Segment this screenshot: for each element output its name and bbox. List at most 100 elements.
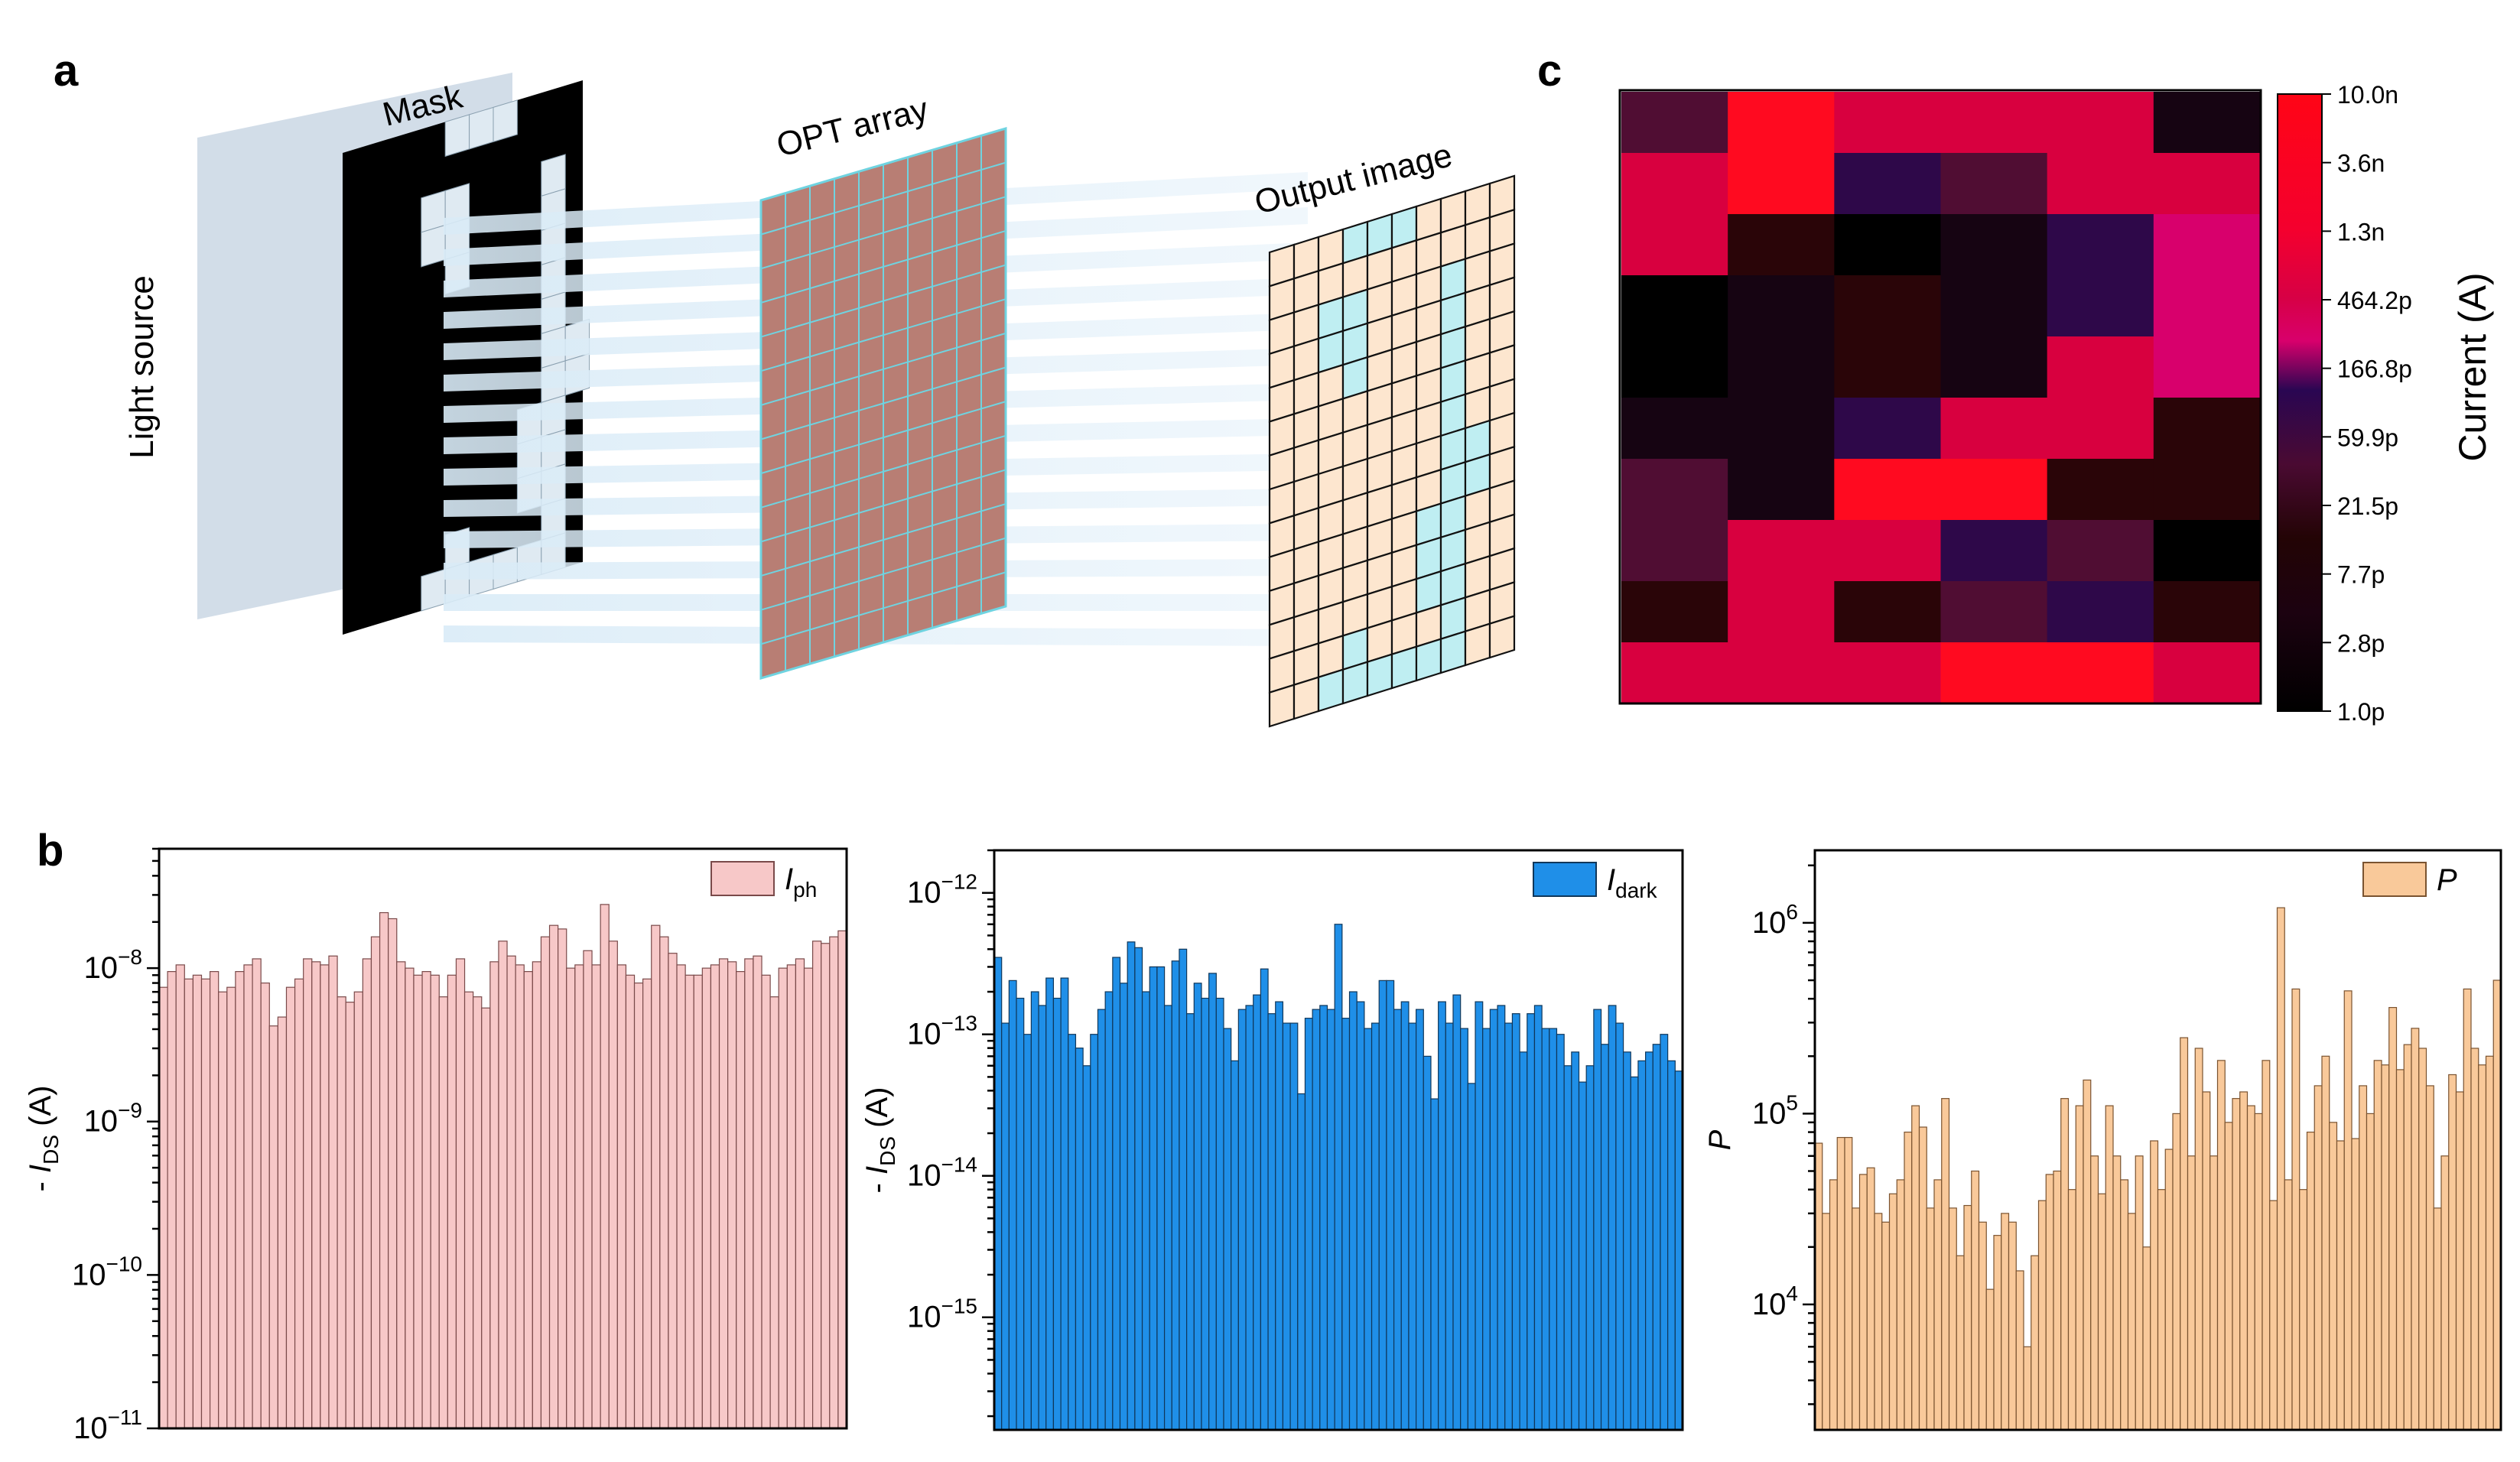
bar bbox=[2031, 1255, 2040, 1431]
output-pixel bbox=[1439, 630, 1467, 674]
heatmap-cell bbox=[2153, 153, 2261, 215]
bar bbox=[1556, 1034, 1565, 1431]
bar bbox=[2097, 1193, 2106, 1431]
bar bbox=[769, 996, 779, 1429]
colorbar-tick-label: 59.9p bbox=[2337, 424, 2398, 451]
bar bbox=[1134, 947, 1143, 1431]
bar bbox=[481, 1007, 491, 1429]
bar bbox=[473, 996, 483, 1429]
mask-slot bbox=[469, 106, 494, 150]
bar bbox=[396, 961, 406, 1429]
bar bbox=[821, 943, 831, 1429]
bar bbox=[1090, 1034, 1099, 1431]
bar bbox=[2150, 1140, 2159, 1431]
bar bbox=[421, 970, 431, 1429]
heatmap-cell bbox=[1834, 214, 1942, 276]
bar bbox=[1836, 1136, 1845, 1431]
bar bbox=[353, 991, 363, 1429]
heatmap-cell bbox=[1940, 214, 2048, 276]
y-tick-exponent: 6 bbox=[1786, 900, 1798, 924]
heatmap-cell bbox=[1621, 398, 1728, 460]
opt-grid-line bbox=[760, 332, 1006, 406]
bar bbox=[1866, 1167, 1875, 1431]
bar bbox=[532, 961, 542, 1429]
colorbar bbox=[2277, 93, 2323, 712]
bar bbox=[1097, 1009, 1106, 1431]
opt-array-label: OPT array bbox=[773, 90, 932, 164]
bar bbox=[727, 961, 737, 1429]
bar bbox=[1186, 1013, 1195, 1431]
bar bbox=[1282, 1022, 1291, 1431]
heatmap-cell bbox=[1621, 581, 1728, 643]
bar bbox=[2015, 1270, 2024, 1431]
bar bbox=[1289, 1022, 1299, 1431]
heatmap-cell bbox=[2153, 581, 2261, 643]
bar bbox=[1844, 1136, 1853, 1431]
bar bbox=[1533, 1005, 1543, 1431]
bar bbox=[1874, 1213, 1883, 1431]
bar bbox=[2008, 1221, 2017, 1431]
heatmap-cell bbox=[1940, 336, 2048, 398]
heatmap-cell bbox=[1940, 398, 2048, 460]
heatmap-cell bbox=[1621, 275, 1728, 337]
bar bbox=[2343, 990, 2353, 1431]
bar bbox=[2425, 1085, 2434, 1431]
heatmap-cell bbox=[1834, 153, 1942, 215]
bar bbox=[2224, 1122, 2233, 1431]
chart-idark: 10−15 10−14 10−13 10−12 - IDS (A) Idark bbox=[860, 849, 1684, 1431]
bar bbox=[277, 1016, 288, 1429]
bar bbox=[1156, 966, 1166, 1431]
opt-array bbox=[759, 126, 1007, 681]
bar bbox=[1001, 1022, 1010, 1431]
panel-label-b: b bbox=[37, 826, 63, 876]
bar bbox=[362, 958, 372, 1429]
bar bbox=[2202, 1091, 2211, 1431]
bar bbox=[1201, 997, 1210, 1431]
bar bbox=[1371, 1022, 1380, 1431]
legend-swatch bbox=[710, 861, 775, 896]
opt-grid-line bbox=[760, 229, 1006, 304]
legend-label: P bbox=[2437, 863, 2457, 897]
bar bbox=[1386, 980, 1395, 1431]
heatmap-cell bbox=[1940, 520, 2048, 582]
bar bbox=[786, 964, 797, 1429]
bar bbox=[1918, 1126, 1927, 1431]
bar bbox=[651, 924, 661, 1429]
bar bbox=[1215, 997, 1224, 1431]
bar bbox=[625, 974, 636, 1429]
bar bbox=[2336, 1140, 2345, 1431]
bar bbox=[1393, 1009, 1402, 1431]
bar bbox=[1956, 1255, 1965, 1431]
bar bbox=[2463, 988, 2472, 1431]
heatmap-cell bbox=[1728, 581, 1836, 643]
y-tick-exponent: −10 bbox=[106, 1252, 143, 1275]
panel-c-heatmap: c 10.0n 3.6n 1.3n 464.2p 166.8p 59.9p 21.5p 7.7… bbox=[1537, 46, 2494, 726]
bar bbox=[2359, 1085, 2368, 1431]
bar bbox=[693, 974, 703, 1429]
heatmap-grid bbox=[1621, 92, 2261, 704]
bar bbox=[2403, 1044, 2412, 1431]
heatmap-cell bbox=[2047, 92, 2154, 154]
bar bbox=[2314, 1085, 2323, 1431]
bar bbox=[778, 967, 788, 1429]
bar bbox=[1149, 966, 1158, 1431]
bar bbox=[1829, 1179, 1838, 1431]
panel-label-a: a bbox=[54, 46, 79, 96]
bar bbox=[1260, 968, 1269, 1431]
bar bbox=[2433, 1207, 2442, 1431]
bar bbox=[1416, 1009, 1424, 1431]
bar bbox=[1904, 1131, 1913, 1431]
bar bbox=[463, 991, 474, 1429]
bar bbox=[1608, 1005, 1617, 1431]
legend-swatch bbox=[2362, 862, 2427, 897]
bar bbox=[2485, 1055, 2494, 1431]
bar bbox=[566, 967, 576, 1429]
bar bbox=[718, 958, 729, 1429]
bar bbox=[1948, 1207, 1957, 1431]
bar bbox=[523, 970, 533, 1429]
heatmap-cell bbox=[2153, 459, 2261, 521]
chart-iph: 10−11 10−10 10−9 10−8 - IDS (A) Iph bbox=[24, 847, 848, 1445]
opt-grid-line bbox=[760, 196, 1006, 270]
opt-grid-line bbox=[760, 298, 1006, 372]
bar bbox=[591, 964, 601, 1429]
